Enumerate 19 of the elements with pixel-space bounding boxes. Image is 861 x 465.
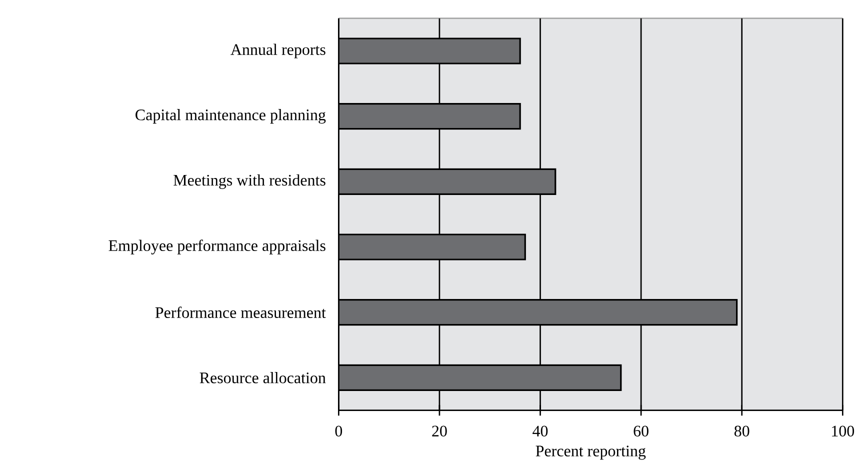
bar [338,168,556,195]
bar [338,234,526,260]
x-tick-label: 80 [734,426,750,436]
y-tick-label: Capital maintenance planning [136,109,326,124]
x-tick-label: 40 [532,426,548,436]
y-tick-label: Resource allocation [200,372,326,384]
bar [338,38,521,64]
x-axis-title: Percent reporting [536,446,646,460]
x-tick-label: 0 [335,426,342,436]
y-tick-label: Meetings with residents [174,174,326,189]
bar [338,103,521,130]
y-tick-label: Employee performance appraisals [108,240,326,254]
x-tick-label: 20 [432,426,447,436]
bar [338,364,622,391]
x-tick-label: 100 [832,426,854,436]
x-tick-label: 60 [634,426,648,436]
y-tick-label: Performance measurement [155,306,326,318]
y-tick-label: Annual reports [230,44,326,58]
bar [338,299,738,326]
